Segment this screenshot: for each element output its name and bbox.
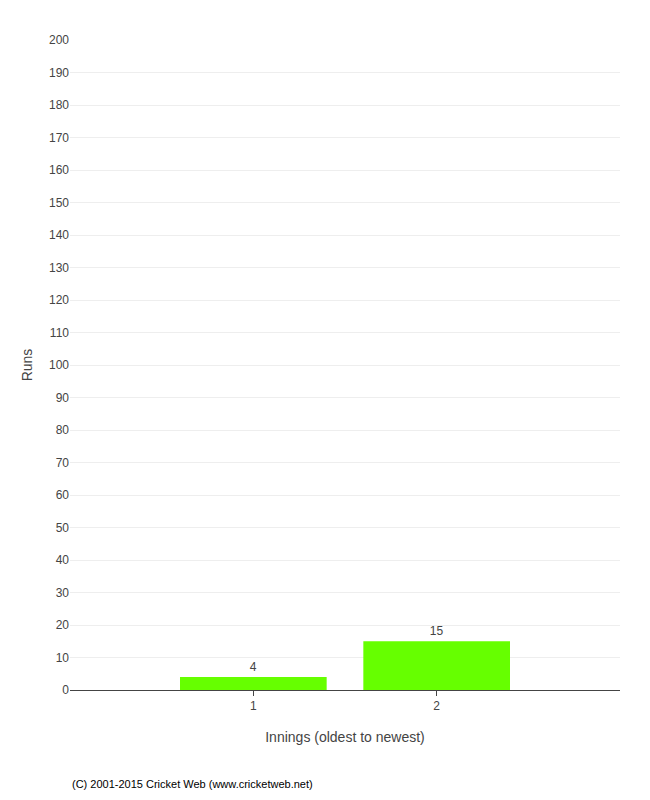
svg-text:180: 180 <box>49 98 69 112</box>
svg-text:1: 1 <box>250 699 257 713</box>
svg-text:200: 200 <box>49 33 69 47</box>
svg-text:30: 30 <box>56 586 70 600</box>
svg-text:Runs: Runs <box>19 349 35 382</box>
svg-text:120: 120 <box>49 293 69 307</box>
svg-text:(C) 2001-2015 Cricket Web (www: (C) 2001-2015 Cricket Web (www.cricketwe… <box>72 778 313 790</box>
svg-text:20: 20 <box>56 618 70 632</box>
svg-text:15: 15 <box>430 624 444 638</box>
svg-text:100: 100 <box>49 358 69 372</box>
svg-text:10: 10 <box>56 651 70 665</box>
svg-text:140: 140 <box>49 228 69 242</box>
svg-text:80: 80 <box>56 423 70 437</box>
svg-text:70: 70 <box>56 456 70 470</box>
svg-text:2: 2 <box>433 699 440 713</box>
svg-text:50: 50 <box>56 521 70 535</box>
svg-text:60: 60 <box>56 488 70 502</box>
svg-text:40: 40 <box>56 553 70 567</box>
svg-text:4: 4 <box>250 660 257 674</box>
svg-text:Innings (oldest to newest): Innings (oldest to newest) <box>265 729 425 745</box>
svg-text:170: 170 <box>49 131 69 145</box>
svg-text:130: 130 <box>49 261 69 275</box>
svg-text:90: 90 <box>56 391 70 405</box>
svg-text:110: 110 <box>50 326 69 340</box>
svg-text:190: 190 <box>49 66 69 80</box>
svg-text:160: 160 <box>49 163 69 177</box>
svg-text:150: 150 <box>49 196 69 210</box>
svg-text:0: 0 <box>62 683 69 697</box>
